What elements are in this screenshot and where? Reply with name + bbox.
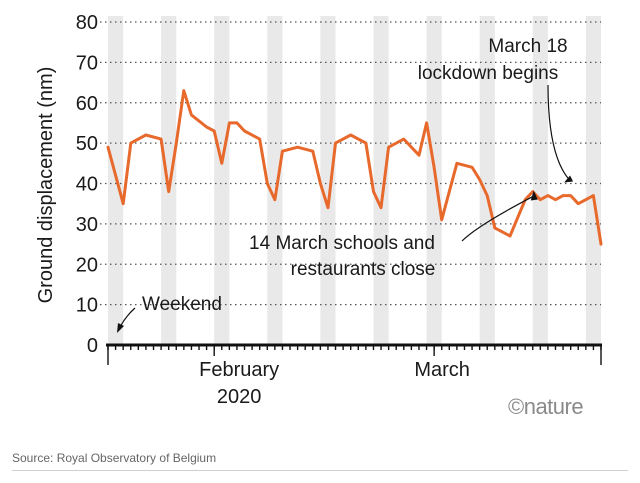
lockdown-arrow <box>547 84 570 180</box>
weekend-band <box>214 16 230 345</box>
lockdown-arrowhead <box>564 175 574 183</box>
y-axis-ticks: 0 10 20 30 40 50 60 70 80 <box>76 12 98 357</box>
weekend-shading <box>108 16 601 345</box>
lockdown-annotation-line2: lockdown begins <box>418 63 558 84</box>
y-axis-label: Ground displacement (nm) <box>35 67 57 304</box>
y-tick-label: 20 <box>76 254 98 276</box>
source-note: Source: Royal Observatory of Belgium <box>12 451 217 465</box>
schools-arrowhead <box>530 190 538 201</box>
x-tick-label: February <box>199 359 279 381</box>
weekend-band <box>479 16 495 345</box>
y-tick-label: 70 <box>76 52 98 74</box>
y-tick-label: 60 <box>76 93 98 115</box>
divider <box>12 470 628 471</box>
schools-arrow <box>461 195 536 242</box>
x-axis: February 2020 March <box>106 343 602 408</box>
weekend-band <box>161 16 177 345</box>
y-tick-label: 80 <box>76 12 98 34</box>
nature-credit: ©nature <box>508 394 584 419</box>
y-tick-label: 30 <box>76 214 98 236</box>
displacement-line <box>106 89 603 246</box>
weekend-band <box>532 16 548 345</box>
annotations: Weekend March 18 lockdown begins 14 March s… <box>117 36 574 333</box>
lockdown-annotation-line1: March 18 <box>488 36 567 57</box>
weekend-band <box>267 16 283 345</box>
weekend-band <box>320 16 336 345</box>
series-layer <box>106 89 603 246</box>
y-tick-label: 50 <box>76 133 98 155</box>
ground-displacement-chart: 0 10 20 30 40 50 60 70 80 February 2020 March Week… <box>35 12 603 408</box>
weekend-annotation: Weekend <box>142 294 222 315</box>
weekend-band <box>585 16 601 345</box>
schools-annotation-line2: restaurants close <box>291 259 436 280</box>
gridlines <box>100 21 601 306</box>
weekend-band <box>373 16 389 345</box>
weekend-band <box>426 16 442 345</box>
weekend-arrowhead <box>117 323 124 333</box>
y-tick-label: 10 <box>76 295 98 317</box>
x-tick-label: March <box>414 359 470 381</box>
y-tick-label: 0 <box>87 335 98 357</box>
y-tick-label: 40 <box>76 174 98 196</box>
x-tick-sublabel: 2020 <box>217 386 262 408</box>
schools-annotation-line1: 14 March schools and <box>249 233 435 254</box>
